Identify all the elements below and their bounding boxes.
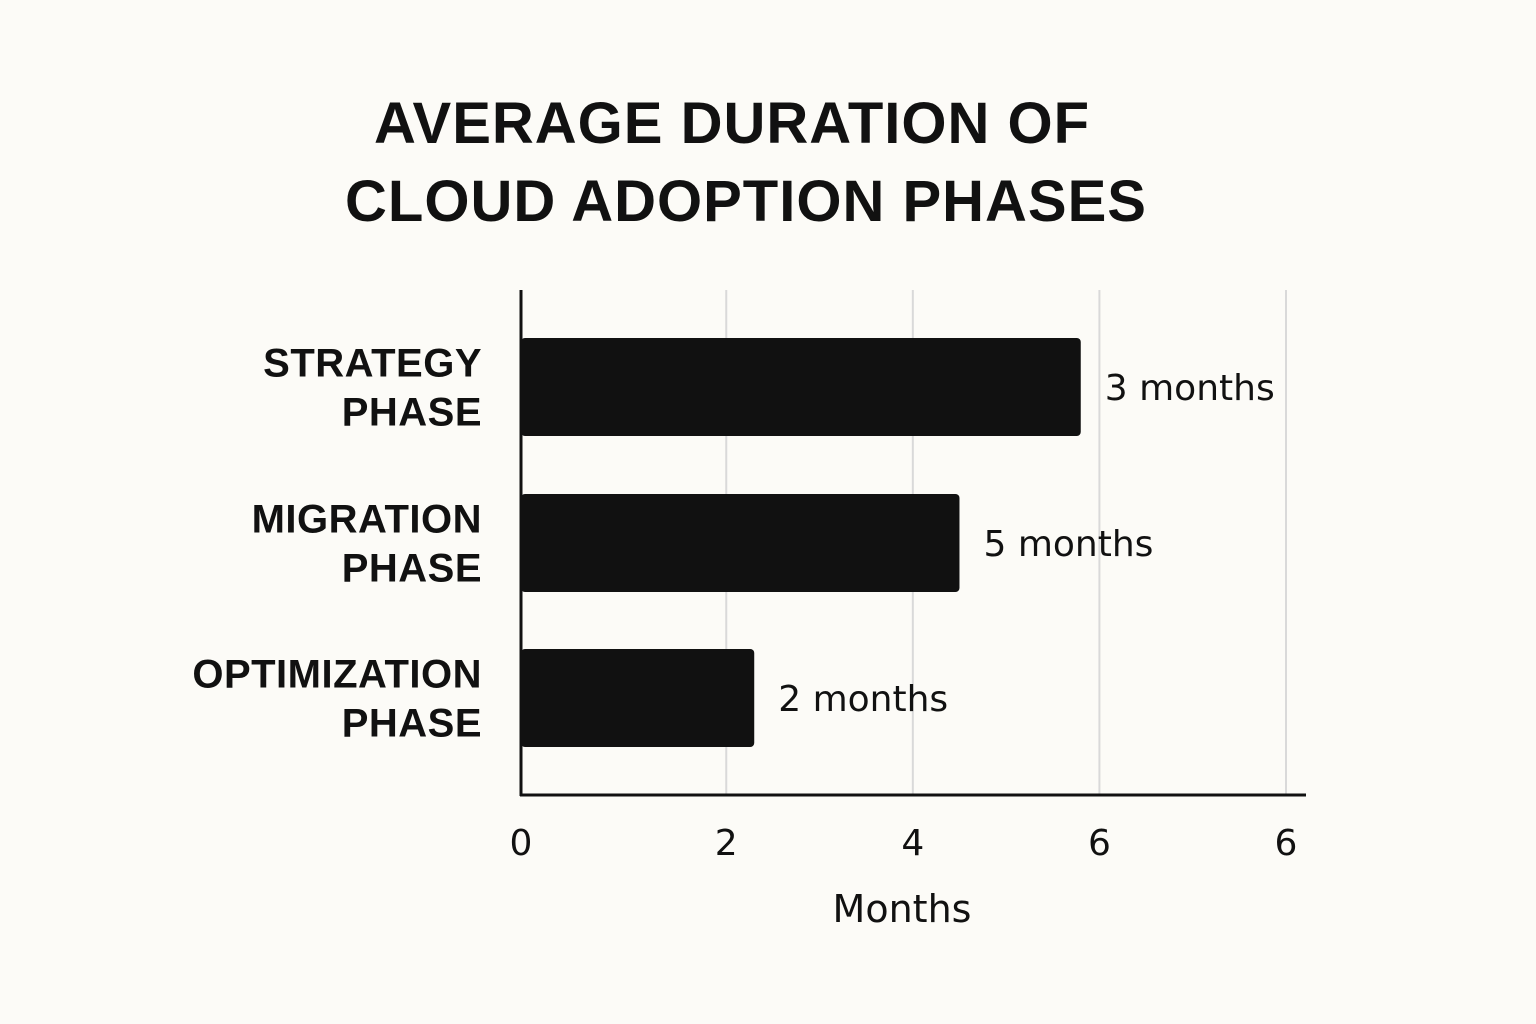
data-label: 3 months bbox=[1105, 368, 1275, 409]
data-label: 2 months bbox=[778, 679, 948, 720]
category-label: OPTIMIZATION bbox=[192, 653, 482, 697]
x-tick-label: 6 bbox=[1088, 823, 1111, 864]
category-label: MIGRATION bbox=[252, 498, 482, 542]
bar bbox=[521, 494, 960, 592]
x-tick-label: 0 bbox=[510, 823, 533, 864]
category-label: PHASE bbox=[342, 702, 482, 746]
chart-title: AVERAGE DURATION OF CLOUD ADOPTION PHASE… bbox=[345, 91, 1147, 234]
chart-title-line-2: CLOUD ADOPTION PHASES bbox=[345, 169, 1147, 234]
x-tick-label: 2 bbox=[715, 823, 738, 864]
category-label: PHASE bbox=[342, 391, 482, 435]
category-label: PHASE bbox=[342, 547, 482, 591]
data-label: 5 months bbox=[983, 524, 1153, 565]
category-label: STRATEGY bbox=[263, 342, 482, 386]
chart-title-line-1: AVERAGE DURATION OF bbox=[374, 91, 1090, 156]
bar bbox=[521, 338, 1081, 436]
x-axis-title: Months bbox=[833, 887, 972, 931]
bar bbox=[521, 649, 755, 747]
bars bbox=[521, 338, 1081, 747]
axes bbox=[519, 290, 1306, 797]
x-tick-label: 6 bbox=[1275, 823, 1298, 864]
labels: 0 2 4 6 6 3 months STRATEGY PHASE 5 months MIGRAT… bbox=[192, 342, 1297, 865]
x-tick-label: 4 bbox=[901, 823, 924, 864]
